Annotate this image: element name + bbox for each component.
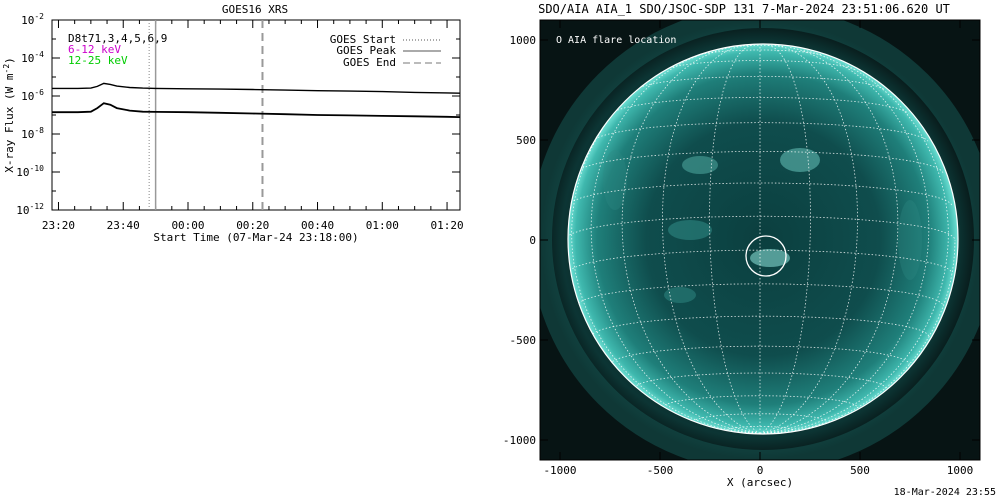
grid-line bbox=[665, 60, 855, 70]
grid-line bbox=[759, 64, 949, 434]
aia-y-tick-label: -500 bbox=[510, 334, 537, 347]
goes-x-axis: 23:20 23:40 00:00 00:20 00:40 01:00 01:20 bbox=[42, 20, 464, 232]
legend-goes-end-label: GOES End bbox=[343, 56, 396, 69]
aia-x-tick-label: -1000 bbox=[543, 464, 576, 477]
aia-y-tick-label: 1000 bbox=[510, 34, 537, 47]
active-region bbox=[664, 287, 696, 303]
heliographic-grid bbox=[568, 44, 956, 434]
y-tick-label: 10-6 bbox=[21, 88, 44, 103]
goes-x-axis-label: Start Time (07-Mar-24 23:18:00) bbox=[153, 231, 358, 244]
goes-series-group bbox=[52, 82, 461, 118]
limb-brightening bbox=[603, 150, 627, 210]
aia-flare-legend: O AIA flare location bbox=[556, 35, 676, 46]
goes-series-line bbox=[52, 102, 461, 118]
y-tick-label: 10-8 bbox=[21, 126, 44, 141]
grid-line bbox=[621, 46, 761, 434]
aia-x-axis-label: X (arcsec) bbox=[727, 476, 793, 489]
goes-y-axis-label: X-ray Flux (W m-2) bbox=[2, 57, 16, 173]
grid-line bbox=[759, 44, 811, 434]
grid-line bbox=[736, 44, 784, 47]
grid-line bbox=[590, 49, 761, 434]
active-region bbox=[668, 220, 712, 240]
legend-detector-label: D8t71,3,4,5,6,9 bbox=[68, 32, 167, 45]
aia-x-tick-label: -500 bbox=[647, 464, 674, 477]
active-region bbox=[682, 156, 718, 174]
active-region bbox=[780, 148, 820, 172]
solar-disk bbox=[568, 44, 958, 434]
aia-image-title: SDO/AIA AIA_1 SDO/JSOC-SDP 131 7-Mar-202… bbox=[538, 2, 950, 16]
goes-chart-title: GOES16 XRS bbox=[222, 3, 288, 16]
grid-line bbox=[576, 151, 944, 173]
corona-glow bbox=[540, 20, 980, 460]
grid-line bbox=[759, 46, 899, 434]
goes-series-line bbox=[52, 82, 461, 94]
goes-y-axis: 10-2 10-4 10-6 10-8 10-10 10-12 bbox=[16, 12, 460, 217]
x-tick-label: 23:20 bbox=[42, 219, 75, 232]
aia-x-tick-label: 0 bbox=[757, 464, 764, 477]
aia-x-axis: -1000 -500 0 500 1000 bbox=[543, 20, 973, 477]
grid-line bbox=[568, 182, 953, 206]
aia-x-tick-label: 1000 bbox=[947, 464, 974, 477]
x-tick-label: 00:20 bbox=[236, 219, 269, 232]
y-tick-label: 10-10 bbox=[16, 164, 44, 179]
goes-xrs-panel: GOES16 XRS 10-2 10-4 10-6 10-8 10-10 10-12 23… bbox=[2, 3, 464, 244]
goes-legend-left: D8t71,3,4,5,6,9 6-12 keV 12-25 keV bbox=[68, 32, 167, 67]
limb-brightening bbox=[898, 200, 922, 280]
goes-legend-right: GOES Start GOES Peak GOES End bbox=[330, 33, 441, 69]
x-tick-label: 23:40 bbox=[107, 219, 140, 232]
solar-limb bbox=[567, 43, 959, 435]
x-tick-label: 01:00 bbox=[366, 219, 399, 232]
aia-image-panel: SDO/AIA AIA_1 SDO/JSOC-SDP 131 7-Mar-202… bbox=[503, 2, 981, 489]
grid-line bbox=[725, 426, 795, 431]
x-tick-label: 01:20 bbox=[430, 219, 463, 232]
grid-line bbox=[709, 44, 761, 434]
y-tick-label: 10-2 bbox=[21, 12, 44, 27]
legend-goes-peak-label: GOES Peak bbox=[336, 44, 396, 57]
disk-features bbox=[568, 44, 956, 434]
grid-line bbox=[576, 283, 944, 307]
legend-12-25kev-label: 12-25 keV bbox=[68, 54, 128, 67]
x-tick-label: 00:00 bbox=[171, 219, 204, 232]
footer-timestamp: 18-Mar-2024 23:55 bbox=[894, 487, 996, 498]
y-tick-label: 10-12 bbox=[16, 202, 44, 217]
aia-y-tick-label: 500 bbox=[516, 134, 536, 147]
grid-line bbox=[759, 49, 930, 434]
aia-image bbox=[540, 20, 980, 460]
legend-6-12kev-label: 6-12 keV bbox=[68, 43, 121, 56]
aia-y-tick-label: -1000 bbox=[503, 434, 536, 447]
x-tick-label: 00:40 bbox=[301, 219, 334, 232]
flare-location-circle bbox=[745, 235, 787, 277]
goes-event-markers bbox=[148, 20, 264, 210]
legend-goes-start-label: GOES Start bbox=[330, 33, 396, 46]
aia-y-tick-label: 0 bbox=[529, 234, 536, 247]
y-tick-label: 10-4 bbox=[21, 50, 44, 65]
aia-y-axis: 1000 500 0 -500 -1000 bbox=[503, 34, 980, 447]
aia-x-tick-label: 500 bbox=[850, 464, 870, 477]
